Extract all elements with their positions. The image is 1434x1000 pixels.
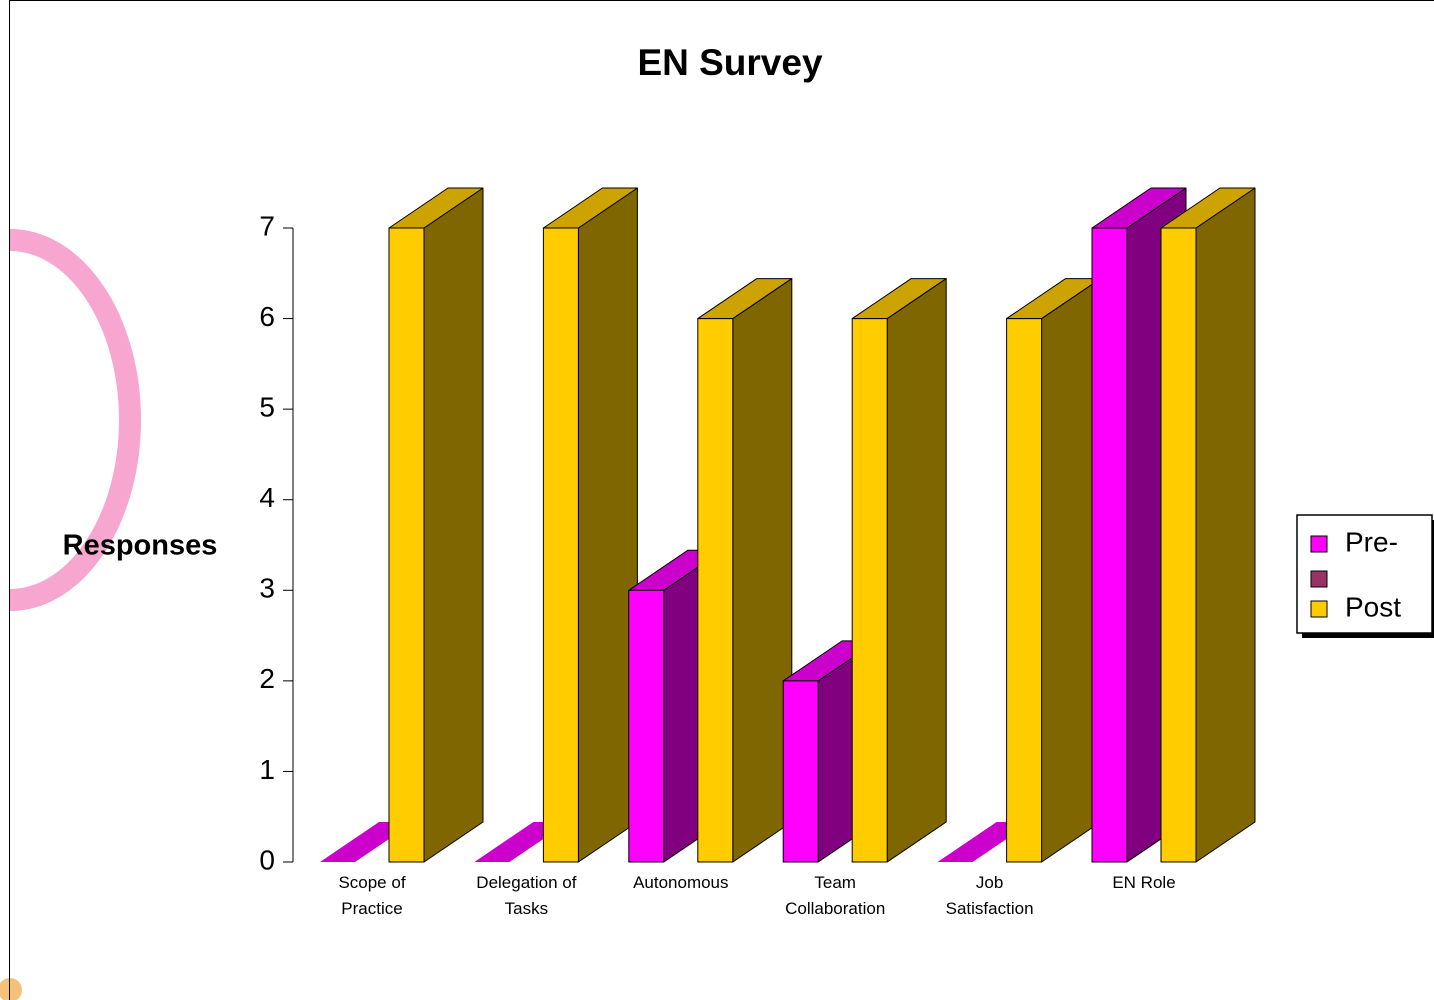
x-tick-label: EN Role xyxy=(1112,873,1176,892)
bar xyxy=(851,278,947,863)
bar-front xyxy=(851,318,888,863)
y-tick-label: 4 xyxy=(259,482,275,513)
x-tick-label: Team Collaboration xyxy=(785,873,886,918)
bar xyxy=(697,278,793,863)
bar-side xyxy=(1195,187,1256,863)
y-axis-label: Responses xyxy=(63,530,218,562)
decor-arc xyxy=(9,229,141,611)
bar xyxy=(1160,187,1256,863)
y-tick-label: 0 xyxy=(259,844,275,875)
legend-swatch xyxy=(1310,600,1328,618)
y-tick-label: 6 xyxy=(259,301,275,332)
y-tick-label: 7 xyxy=(259,210,275,241)
bar xyxy=(388,187,484,863)
bar-front xyxy=(542,227,579,863)
x-tick-label: Delegation of Tasks xyxy=(476,873,577,918)
bar-front xyxy=(1091,227,1128,863)
x-tick-label: Autonomous xyxy=(633,873,729,892)
bar-front xyxy=(628,589,665,863)
y-tick-label: 3 xyxy=(259,573,275,604)
legend-swatch xyxy=(1310,570,1328,588)
bar xyxy=(1006,278,1102,863)
bar-front xyxy=(697,318,734,863)
x-tick-label: Scope of Practice xyxy=(338,873,406,918)
legend-label: Pre- xyxy=(1345,526,1398,557)
frame xyxy=(9,0,1434,1000)
bar-front xyxy=(1006,318,1043,863)
chart-title: EN Survey xyxy=(637,42,823,83)
bar-front xyxy=(388,227,425,863)
x-tick-label: Job Satisfaction xyxy=(945,873,1034,918)
bar-front xyxy=(1160,227,1197,863)
y-tick-label: 5 xyxy=(259,392,275,423)
decor-dot xyxy=(0,978,22,1000)
bar-side xyxy=(423,187,484,863)
bar xyxy=(542,187,638,863)
legend-label: Post xyxy=(1345,591,1401,622)
legend-swatch xyxy=(1310,535,1328,553)
bar-front xyxy=(782,680,819,863)
y-tick-label: 1 xyxy=(259,754,275,785)
y-tick-label: 2 xyxy=(259,663,275,694)
bar-side xyxy=(886,278,947,863)
